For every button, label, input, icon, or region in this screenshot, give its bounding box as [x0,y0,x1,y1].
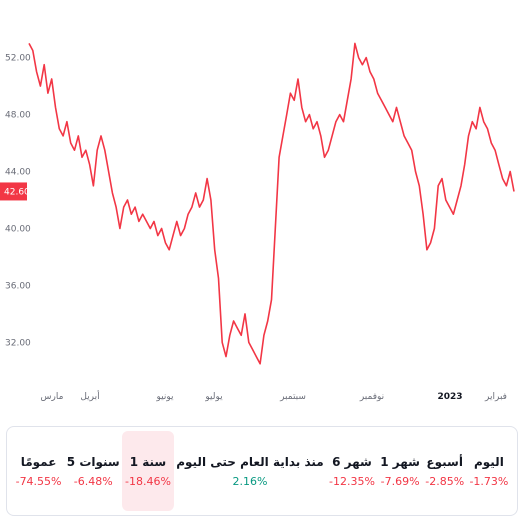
period-label: منذ بداية العام حتى اليوم [176,454,324,469]
x-tick-label: يونيو [155,392,174,402]
chart-svg[interactable]: 32.00 36.00 40.00 44.00 48.00 52.00 42.60 مارس أ… [0,0,520,410]
x-tick-label: يوليو [204,392,223,402]
y-tick-label: 40.00 [5,224,31,234]
period-change-value: -2.85% [425,474,465,488]
period-tab[interactable]: 5 سنوات -6.48% [64,431,122,511]
y-tick-label: 44.00 [5,168,31,178]
y-tick-label: 32.00 [5,338,31,348]
period-label: أسبوع [426,454,463,469]
price-line [28,42,515,365]
period-tab[interactable]: أسبوع -2.85% [423,431,467,511]
period-change-value: 2.16% [232,474,268,488]
x-tick-label: 2023 [437,392,462,402]
current-price-badge [0,182,27,201]
y-tick-label: 48.00 [5,111,31,121]
price-chart[interactable]: 32.00 36.00 40.00 44.00 48.00 52.00 42.60 مارس أ… [0,0,520,410]
period-tab[interactable]: عمومًا -74.55% [13,431,64,511]
period-tab[interactable]: 1 سنة -18.46% [122,431,174,511]
x-tick-label: أبريل [80,390,99,402]
period-change-value: -1.73% [469,474,509,488]
period-change-value: -74.55% [15,474,62,488]
period-change-value: -12.35% [329,474,375,488]
period-change-value: -6.48% [73,474,113,488]
period-change-value: -18.46% [125,474,171,488]
period-label: 5 سنوات [66,454,120,469]
y-tick-label: 52.00 [5,54,31,64]
y-tick-label: 36.00 [5,281,31,291]
x-tick-label: سبتمبر [279,392,306,402]
x-tick-label: نوفمبر [359,392,384,402]
period-label: عمومًا [20,454,57,469]
period-label: 1 سنة [129,454,167,469]
x-tick-label: فبراير [484,392,507,402]
period-label: 1 شهر [380,454,420,469]
period-label: اليوم [473,454,504,469]
current-price-label: 42.60 [4,187,30,197]
x-tick-label: مارس [41,392,64,402]
period-tab[interactable]: اليوم -1.73% [467,431,511,511]
performance-periods: اليوم -1.73% أسبوع -2.85% 1 شهر -7.69% 6 شهر -1… [6,426,518,516]
period-label: 6 شهر [332,454,372,469]
period-change-value: -7.69% [380,474,420,488]
period-tab[interactable]: منذ بداية العام حتى اليوم 2.16% [174,431,327,511]
period-tab[interactable]: 1 شهر -7.69% [378,431,423,511]
period-tab[interactable]: 6 شهر -12.35% [326,431,377,511]
